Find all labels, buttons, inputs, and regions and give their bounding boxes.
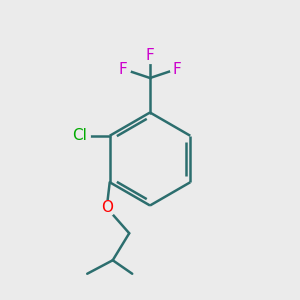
Text: F: F	[118, 61, 127, 76]
Text: F: F	[172, 61, 182, 76]
Text: F: F	[146, 48, 154, 63]
Text: Cl: Cl	[72, 128, 87, 143]
Text: O: O	[101, 200, 113, 215]
